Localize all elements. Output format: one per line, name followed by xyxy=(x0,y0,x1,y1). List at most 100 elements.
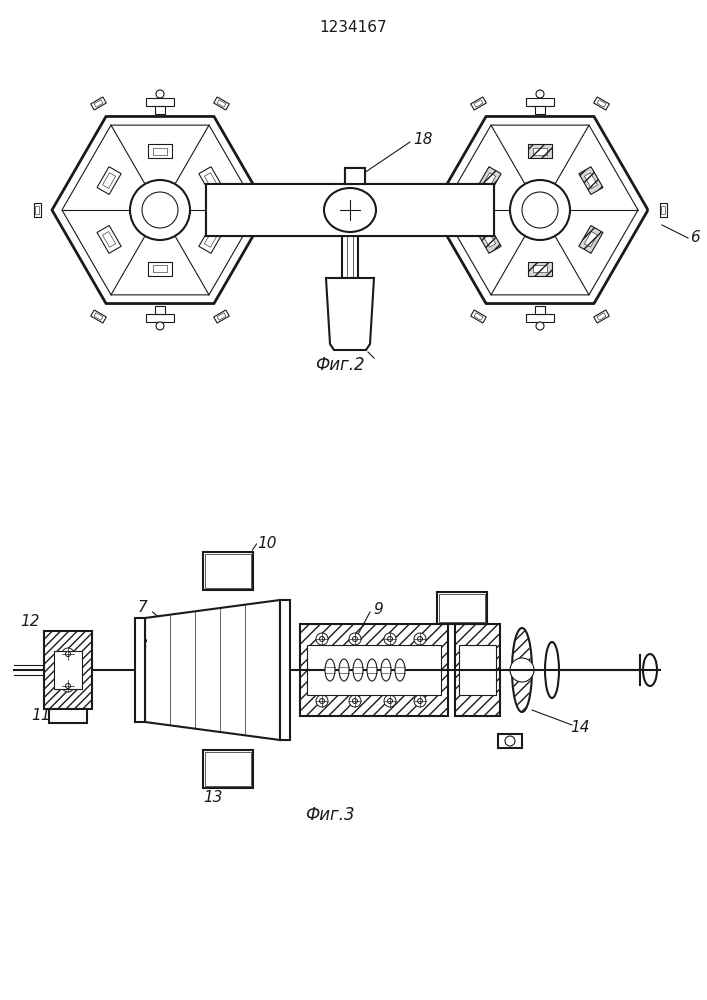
Ellipse shape xyxy=(324,188,376,232)
Bar xyxy=(146,98,174,106)
Text: Фиг.2: Фиг.2 xyxy=(315,356,365,374)
Circle shape xyxy=(414,695,426,707)
Polygon shape xyxy=(483,232,496,247)
Text: 11: 11 xyxy=(31,708,51,724)
Bar xyxy=(526,314,554,322)
Circle shape xyxy=(510,180,570,240)
Text: 12: 12 xyxy=(21,613,40,629)
Polygon shape xyxy=(97,226,121,253)
Bar xyxy=(204,752,250,786)
Bar xyxy=(455,624,500,716)
Bar xyxy=(202,750,252,788)
Polygon shape xyxy=(204,232,218,247)
Polygon shape xyxy=(594,310,609,323)
Polygon shape xyxy=(97,167,121,194)
Polygon shape xyxy=(214,97,229,110)
Circle shape xyxy=(142,192,178,228)
Polygon shape xyxy=(148,144,172,158)
Bar xyxy=(54,651,82,689)
Circle shape xyxy=(156,322,164,330)
Circle shape xyxy=(316,695,328,707)
Circle shape xyxy=(62,680,74,692)
Polygon shape xyxy=(90,310,106,323)
Text: 13: 13 xyxy=(203,790,222,806)
Circle shape xyxy=(353,698,358,704)
Ellipse shape xyxy=(324,188,376,232)
Polygon shape xyxy=(415,206,419,214)
Polygon shape xyxy=(217,313,226,320)
Bar xyxy=(204,554,250,588)
Polygon shape xyxy=(474,313,483,320)
Bar xyxy=(44,631,92,709)
Bar xyxy=(455,624,500,716)
Bar xyxy=(345,168,365,184)
Circle shape xyxy=(349,695,361,707)
Text: 10: 10 xyxy=(257,536,277,552)
Ellipse shape xyxy=(512,628,532,712)
Polygon shape xyxy=(471,310,486,323)
Circle shape xyxy=(66,652,71,656)
Polygon shape xyxy=(204,173,218,188)
Polygon shape xyxy=(474,100,483,107)
Polygon shape xyxy=(90,97,106,110)
Ellipse shape xyxy=(367,659,377,681)
Polygon shape xyxy=(94,313,103,320)
Polygon shape xyxy=(326,278,374,350)
Polygon shape xyxy=(585,173,597,188)
Circle shape xyxy=(418,637,423,642)
Bar xyxy=(345,168,365,184)
Bar xyxy=(280,600,290,740)
Bar xyxy=(204,752,250,786)
Polygon shape xyxy=(153,148,167,155)
Text: 7: 7 xyxy=(138,600,148,615)
Bar xyxy=(307,645,441,695)
Polygon shape xyxy=(477,226,501,253)
Polygon shape xyxy=(661,206,665,214)
Polygon shape xyxy=(94,100,103,107)
Circle shape xyxy=(522,192,558,228)
Circle shape xyxy=(505,736,515,746)
Polygon shape xyxy=(153,265,167,272)
Bar xyxy=(498,734,522,748)
Polygon shape xyxy=(217,100,226,107)
Ellipse shape xyxy=(381,659,391,681)
Ellipse shape xyxy=(545,642,559,698)
Circle shape xyxy=(130,180,190,240)
Bar xyxy=(459,645,496,695)
Polygon shape xyxy=(597,313,606,320)
Text: 6: 6 xyxy=(690,231,700,245)
Circle shape xyxy=(316,633,328,645)
Text: Фиг.3: Фиг.3 xyxy=(305,806,355,824)
Text: 18: 18 xyxy=(413,132,433,147)
Circle shape xyxy=(320,637,325,642)
Bar xyxy=(49,709,87,723)
Circle shape xyxy=(387,637,392,642)
Bar xyxy=(437,592,487,624)
Polygon shape xyxy=(281,206,285,214)
Polygon shape xyxy=(528,262,552,276)
Ellipse shape xyxy=(325,659,335,681)
Polygon shape xyxy=(477,167,501,194)
Circle shape xyxy=(156,90,164,98)
Bar xyxy=(146,314,174,322)
Polygon shape xyxy=(533,148,547,155)
Polygon shape xyxy=(597,100,606,107)
Circle shape xyxy=(320,698,325,704)
Polygon shape xyxy=(533,265,547,272)
Bar xyxy=(535,306,545,314)
Circle shape xyxy=(510,658,534,682)
Bar xyxy=(155,306,165,314)
Bar xyxy=(300,624,448,716)
Ellipse shape xyxy=(353,659,363,681)
Bar xyxy=(498,734,522,748)
Ellipse shape xyxy=(339,659,349,681)
Circle shape xyxy=(387,698,392,704)
Circle shape xyxy=(536,90,544,98)
Polygon shape xyxy=(414,203,421,217)
Bar xyxy=(135,618,145,722)
Polygon shape xyxy=(148,262,172,276)
Bar xyxy=(204,554,250,588)
Polygon shape xyxy=(660,203,667,217)
Polygon shape xyxy=(199,167,223,194)
Text: 9: 9 xyxy=(373,602,382,617)
